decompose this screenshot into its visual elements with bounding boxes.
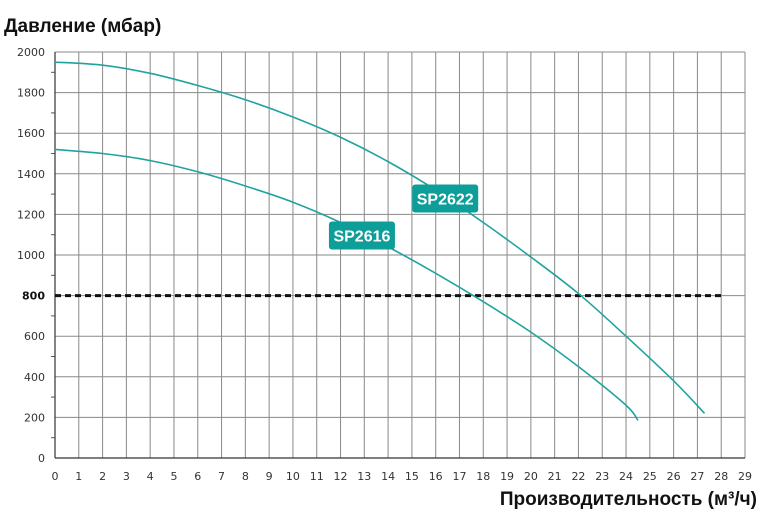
x-tick-label: 23 [595, 470, 609, 483]
x-tick-label: 4 [147, 470, 154, 483]
y-tick-label: 400 [24, 371, 45, 384]
x-tick-label: 17 [452, 470, 466, 483]
y-tick-label: 1800 [17, 87, 45, 100]
y-axis-title: Давление (мбар) [4, 16, 161, 37]
x-tick-label: 28 [714, 470, 728, 483]
series-label-box-sp2616 [328, 221, 395, 250]
x-tick-label: 9 [266, 470, 273, 483]
x-tick-label: 8 [242, 470, 249, 483]
x-tick-label: 25 [643, 470, 657, 483]
x-tick-label: 13 [357, 470, 371, 483]
y-tick-label: 2000 [17, 46, 45, 59]
y-tick-label: 1200 [17, 208, 45, 221]
y-tick-label: 0 [38, 452, 45, 465]
y-tick-label: 200 [24, 411, 45, 424]
x-tick-label: 7 [218, 470, 225, 483]
y-tick-label: 1600 [17, 127, 45, 140]
x-tick-label: 5 [170, 470, 177, 483]
x-tick-label: 18 [476, 470, 490, 483]
axis-ticks: 0 1 2 3 4 5 6 7 8 9 10 11 12 13 14 15 16 17 18 19 20 21 22 23 24… [17, 46, 752, 483]
x-tick-label: 10 [286, 470, 300, 483]
x-tick-label: 21 [548, 470, 562, 483]
series-label-box-sp2622 [412, 184, 479, 213]
series-line-sp2622 [54, 61, 706, 414]
y-tick-label: 1400 [17, 168, 45, 181]
x-tick-label: 3 [123, 470, 130, 483]
x-tick-label: 2 [99, 470, 106, 483]
x-tick-label: 14 [381, 470, 395, 483]
y-tick-label: 800 [22, 290, 45, 303]
x-tick-label: 22 [571, 470, 585, 483]
x-tick-label: 6 [194, 470, 201, 483]
x-tick-label: 0 [52, 470, 59, 483]
chart-grid [51, 51, 746, 459]
series-line-sp2616 [54, 148, 639, 421]
x-axis-title: Производительность (м³/ч) [500, 489, 757, 510]
x-tick-label: 29 [738, 470, 752, 483]
y-tick-label: 1000 [17, 249, 45, 262]
x-tick-label: 26 [667, 470, 681, 483]
series-label-sp2622: SP2622 [417, 192, 474, 209]
y-tick-label: 600 [24, 330, 45, 343]
x-tick-label: 19 [500, 470, 514, 483]
x-tick-label: 20 [524, 470, 538, 483]
series-labels: SP2622 SP2616 [328, 184, 479, 250]
x-tick-label: 24 [619, 470, 633, 483]
x-tick-label: 11 [310, 470, 324, 483]
x-tick-label: 27 [690, 470, 704, 483]
x-tick-label: 1 [75, 470, 82, 483]
x-tick-label: 15 [405, 470, 419, 483]
x-tick-label: 16 [429, 470, 443, 483]
x-tick-label: 12 [334, 470, 348, 483]
series-label-sp2616: SP2616 [333, 228, 390, 245]
